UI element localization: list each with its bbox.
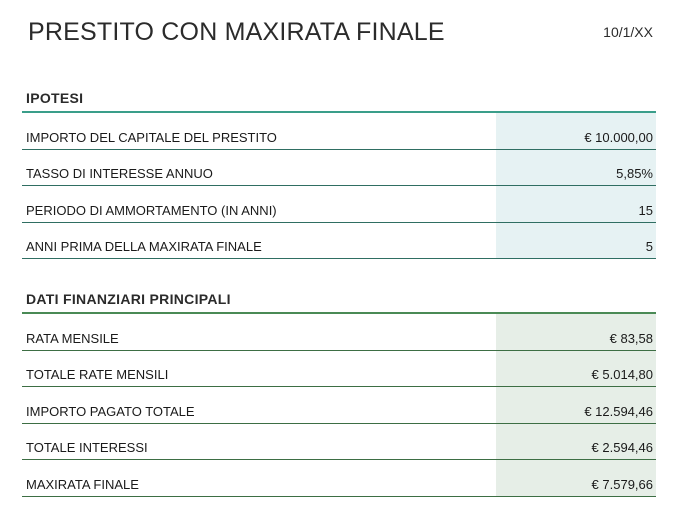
- result-label: RATA MENSILE: [26, 330, 119, 346]
- assumption-label: IMPORTO DEL CAPITALE DEL PRESTITO: [26, 129, 277, 145]
- amortization-years-input[interactable]: 15: [496, 186, 656, 222]
- loan-principal-input[interactable]: € 10.000,00: [496, 113, 656, 149]
- years-before-balloon-input[interactable]: 5: [496, 222, 656, 258]
- assumption-label: PERIODO DI AMMORTAMENTO (IN ANNI): [26, 202, 277, 218]
- date-cell[interactable]: 10/1/XX: [603, 24, 653, 40]
- results-section: DATI FINANZIARI PRINCIPALI RATA MENSILE …: [22, 287, 656, 497]
- assumption-row-amortization: PERIODO DI AMMORTAMENTO (IN ANNI) 15: [22, 186, 656, 223]
- result-row-total-paid: IMPORTO PAGATO TOTALE € 12.594,46: [22, 387, 656, 424]
- total-monthly-payments-value[interactable]: € 5.014,80: [496, 350, 656, 386]
- balloon-payment-value[interactable]: € 7.579,66: [496, 460, 656, 496]
- assumption-row-balloon-years: ANNI PRIMA DELLA MAXIRATA FINALE 5: [22, 222, 656, 259]
- result-label: TOTALE RATE MENSILI: [26, 367, 169, 382]
- annual-interest-input[interactable]: 5,85%: [496, 149, 656, 185]
- result-label: IMPORTO PAGATO TOTALE: [26, 403, 195, 419]
- total-paid-value[interactable]: € 12.594,46: [496, 387, 656, 423]
- result-row-total-monthly: TOTALE RATE MENSILI € 5.014,80: [22, 350, 656, 387]
- results-header: DATI FINANZIARI PRINCIPALI: [22, 287, 656, 314]
- assumptions-header: IPOTESI: [22, 86, 656, 113]
- page-title: PRESTITO CON MAXIRATA FINALE: [28, 18, 445, 46]
- result-row-monthly-payment: RATA MENSILE € 83,58: [22, 314, 656, 351]
- assumption-label: ANNI PRIMA DELLA MAXIRATA FINALE: [26, 239, 262, 254]
- result-label: TOTALE INTERESSI: [26, 440, 148, 455]
- assumption-label: TASSO DI INTERESSE ANNUO: [26, 166, 213, 181]
- result-row-total-interest: TOTALE INTERESSI € 2.594,46: [22, 423, 656, 460]
- assumptions-section: IPOTESI IMPORTO DEL CAPITALE DEL PRESTIT…: [22, 86, 656, 259]
- result-label: MAXIRATA FINALE: [26, 476, 139, 492]
- assumption-row-principal: IMPORTO DEL CAPITALE DEL PRESTITO € 10.0…: [22, 113, 656, 150]
- result-row-balloon: MAXIRATA FINALE € 7.579,66: [22, 460, 656, 497]
- total-interest-value[interactable]: € 2.594,46: [496, 423, 656, 459]
- monthly-payment-value[interactable]: € 83,58: [496, 314, 656, 350]
- assumption-row-interest: TASSO DI INTERESSE ANNUO 5,85%: [22, 149, 656, 186]
